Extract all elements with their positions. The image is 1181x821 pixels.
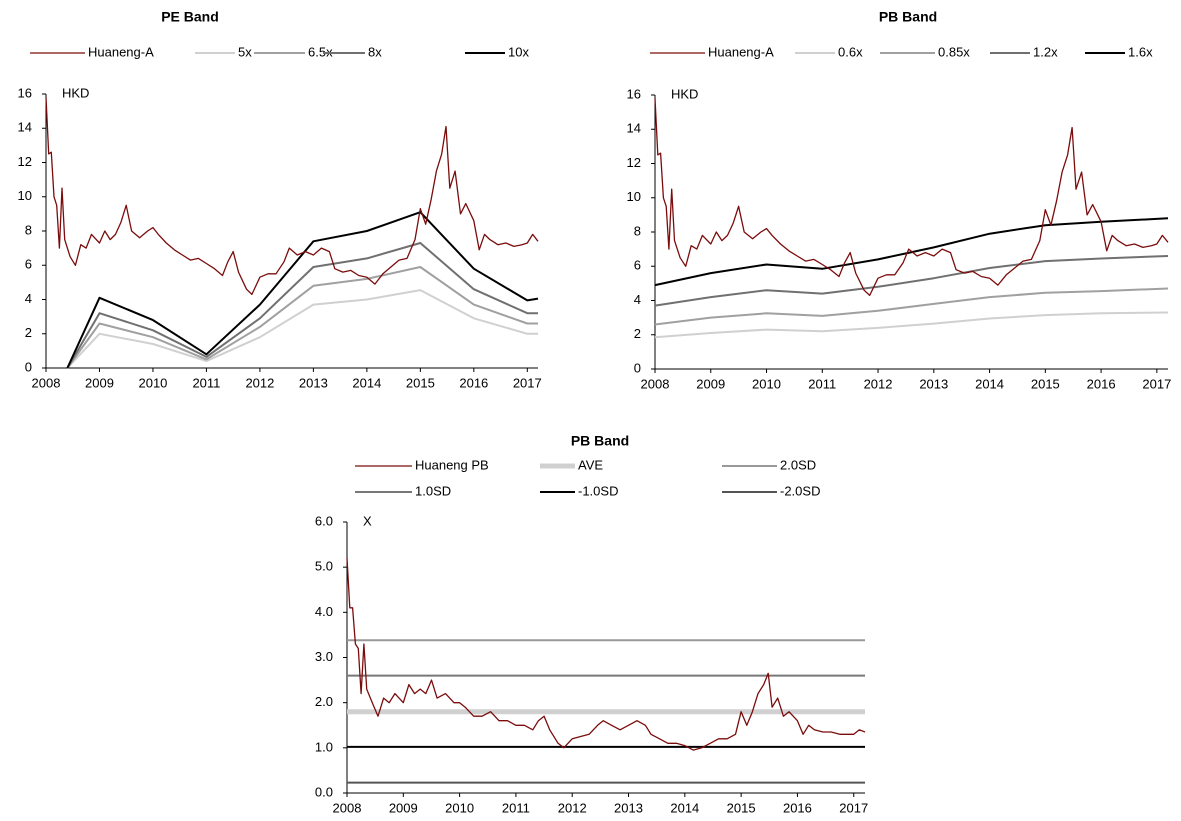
chart-title: PB Band [571,433,629,449]
x-tick-label: 2012 [245,375,274,390]
series-line [654,255,1169,307]
x-tick-label: 2011 [192,375,220,390]
y-tick-label: 0 [634,360,641,375]
chart-title: PE Band [161,9,219,25]
legend-label: 2.0SD [780,457,816,472]
y-tick-label: 16 [627,86,641,101]
legend-label: 10x [508,44,529,59]
y-tick-label: 6 [634,258,641,273]
legend-label: 1.6x [1128,44,1153,59]
series-line [66,211,539,369]
legend-label: 1.2x [1033,44,1058,59]
series-line [654,287,1169,326]
legend-label: 1.0SD [415,483,451,498]
legend-label: 0.85x [938,44,970,59]
x-tick-label: 2015 [727,800,756,815]
chart-title: PB Band [879,9,937,25]
y-tick-label: 16 [18,85,32,100]
y-tick-label: 4 [634,292,641,307]
x-tick-label: 2011 [808,376,836,391]
x-tick-label: 2010 [752,376,781,391]
x-tick-label: 2008 [641,376,670,391]
x-tick-label: 2017 [513,375,542,390]
legend-label: Huaneng PB [415,457,489,472]
series-line [654,217,1169,287]
x-tick-label: 2010 [138,375,167,390]
series-line [66,266,538,369]
y-tick-label: 8 [25,222,32,237]
y-tick-label: 2 [634,326,641,341]
x-tick-label: 2013 [614,800,643,815]
legend-label: 8x [368,44,382,59]
x-tick-label: 2012 [864,376,893,391]
y-tick-label: 14 [627,121,641,136]
legend-label: 6.5x [308,44,333,59]
y-tick-label: 12 [627,155,641,170]
legend-label: Huaneng-A [88,44,154,59]
x-tick-label: 2010 [445,800,474,815]
y-tick-label: 2 [25,325,32,340]
legend-label: 0.6x [838,44,863,59]
x-tick-label: 2014 [352,375,381,390]
legend-label: Huaneng-A [708,44,774,59]
y-tick-label: 6 [25,257,32,272]
y-tick-label: 4 [25,291,32,306]
unit-label: X [363,513,372,528]
x-tick-label: 2014 [670,800,699,815]
series-line [346,558,866,751]
y-tick-label: 10 [627,189,641,204]
x-tick-label: 2017 [1142,376,1171,391]
x-tick-label: 2009 [696,376,725,391]
x-tick-label: 2008 [333,800,362,815]
x-tick-label: 2012 [558,800,587,815]
series-line [654,311,1169,339]
x-tick-label: 2009 [85,375,114,390]
series-line [66,289,538,369]
unit-label: HKD [62,85,89,100]
x-tick-label: 2011 [502,800,530,815]
x-tick-label: 2014 [975,376,1004,391]
legend-label: -2.0SD [780,483,820,498]
y-tick-label: 0.0 [315,784,333,799]
y-tick-label: 5.0 [315,559,333,574]
x-tick-label: 2013 [919,376,948,391]
x-tick-label: 2015 [406,375,435,390]
legend-label: -1.0SD [578,483,618,498]
y-tick-label: 6.0 [315,513,333,528]
y-tick-label: 4.0 [315,604,333,619]
y-tick-label: 12 [18,154,32,169]
x-tick-label: 2016 [1087,376,1116,391]
x-tick-label: 2013 [299,375,328,390]
x-tick-label: 2015 [1031,376,1060,391]
series-line [66,242,538,369]
y-tick-label: 1.0 [315,739,333,754]
y-tick-label: 2.0 [315,694,333,709]
y-tick-label: 3.0 [315,649,333,664]
unit-label: HKD [671,86,698,101]
y-tick-label: 10 [18,188,32,203]
legend-label: 5x [238,44,252,59]
series-line [45,97,539,296]
y-tick-label: 8 [634,223,641,238]
x-tick-label: 2017 [839,800,868,815]
y-tick-label: 14 [18,120,32,135]
x-tick-label: 2008 [32,375,61,390]
x-tick-label: 2016 [459,375,488,390]
legend-label: AVE [578,457,603,472]
y-tick-label: 0 [25,359,32,374]
x-tick-label: 2009 [389,800,418,815]
x-tick-label: 2016 [783,800,812,815]
series-line [654,98,1169,297]
